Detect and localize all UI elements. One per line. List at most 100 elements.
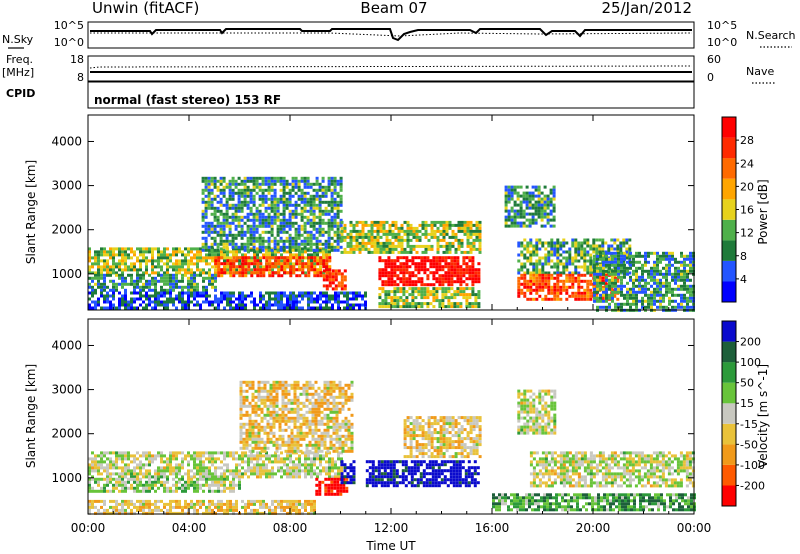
data-cell xyxy=(225,200,229,204)
data-cell xyxy=(601,285,605,289)
data-cell xyxy=(534,200,538,204)
data-cell xyxy=(598,244,602,248)
data-cell xyxy=(517,282,521,286)
data-cell xyxy=(109,457,112,461)
data-cell xyxy=(133,253,136,257)
data-cell xyxy=(331,275,335,279)
data-cell xyxy=(321,200,325,204)
data-cell xyxy=(109,480,112,484)
data-cell xyxy=(543,185,547,189)
data-cell xyxy=(358,244,362,248)
data-cell xyxy=(523,271,527,275)
data-cell xyxy=(465,271,469,275)
data-cell xyxy=(325,294,328,298)
data-cell xyxy=(441,287,445,291)
data-cell xyxy=(241,466,244,470)
data-cell xyxy=(653,296,656,300)
data-cell xyxy=(516,197,520,201)
data-cell xyxy=(228,215,232,219)
data-cell xyxy=(625,250,629,254)
data-cell xyxy=(444,259,448,263)
data-cell xyxy=(181,451,184,455)
data-cell xyxy=(468,271,472,275)
data-cell xyxy=(205,259,208,263)
data-cell xyxy=(148,300,151,304)
data-cell xyxy=(532,273,536,277)
data-cell xyxy=(91,486,94,490)
data-cell xyxy=(507,191,511,195)
data-cell xyxy=(411,283,415,287)
data-cell xyxy=(252,179,256,183)
data-cell xyxy=(121,300,124,304)
data-cell xyxy=(340,235,344,239)
data-cell xyxy=(229,259,233,263)
data-cell xyxy=(325,256,329,260)
data-cell xyxy=(683,257,686,261)
data-cell xyxy=(541,285,545,289)
data-cell xyxy=(683,278,686,282)
data-cell xyxy=(529,259,533,263)
data-cell xyxy=(312,227,316,231)
data-cell xyxy=(659,254,662,258)
data-cell xyxy=(519,203,523,207)
data-cell xyxy=(477,305,481,309)
data-cell xyxy=(193,288,196,292)
data-cell xyxy=(292,460,295,464)
data-cell xyxy=(333,200,337,204)
data-cell xyxy=(252,203,256,207)
data-cell xyxy=(292,303,295,307)
data-cell xyxy=(577,265,581,269)
data-cell xyxy=(599,254,602,258)
data-cell xyxy=(387,290,391,294)
data-cell xyxy=(677,278,680,282)
data-cell xyxy=(214,469,217,473)
data-cell xyxy=(547,282,551,286)
data-cell xyxy=(462,274,466,278)
data-cell xyxy=(683,305,686,309)
data-cell xyxy=(280,457,283,461)
data-cell xyxy=(408,280,412,284)
data-cell xyxy=(279,245,283,249)
data-cell xyxy=(517,244,521,248)
data-cell xyxy=(172,247,175,251)
data-cell xyxy=(300,179,304,183)
data-cell xyxy=(301,294,304,298)
data-cell xyxy=(142,483,145,487)
data-cell xyxy=(629,290,632,294)
data-cell xyxy=(358,235,362,239)
data-cell xyxy=(349,220,353,224)
data-cell xyxy=(617,254,620,258)
data-cell xyxy=(154,477,157,481)
data-cell xyxy=(312,221,316,225)
data-cell xyxy=(613,241,617,245)
data-cell xyxy=(193,262,196,266)
data-cell xyxy=(127,454,130,458)
data-cell xyxy=(261,218,265,222)
data-cell xyxy=(246,188,250,192)
data-cell xyxy=(644,293,647,297)
data-cell xyxy=(400,226,404,230)
data-cell xyxy=(589,268,593,272)
data-cell xyxy=(238,265,242,269)
data-cell xyxy=(274,457,277,461)
data-cell xyxy=(671,254,674,258)
data-cell xyxy=(213,197,217,201)
data-cell xyxy=(625,247,629,251)
data-cell xyxy=(268,475,271,479)
data-cell xyxy=(231,206,235,210)
data-cell xyxy=(148,454,151,458)
data-cell xyxy=(674,266,677,270)
data-cell xyxy=(205,285,208,289)
data-cell xyxy=(288,197,292,201)
data-cell xyxy=(322,253,325,257)
data-cell xyxy=(184,259,187,263)
data-cell xyxy=(319,306,322,310)
data-cell xyxy=(222,242,226,246)
data-cell xyxy=(656,266,659,270)
data-cell xyxy=(411,296,415,300)
data-cell xyxy=(417,262,421,266)
data-cell xyxy=(330,245,334,249)
data-cell xyxy=(593,269,596,273)
data-cell xyxy=(528,191,532,195)
